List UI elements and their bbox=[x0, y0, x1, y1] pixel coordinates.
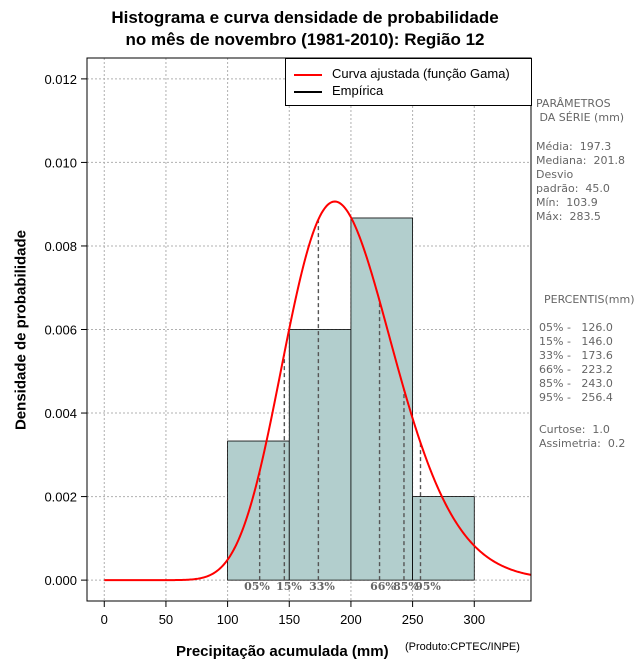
legend-label-curve: Curva ajustada (função Gama) bbox=[332, 66, 510, 81]
x-tick-label: 250 bbox=[402, 612, 424, 627]
histogram-bar bbox=[288, 329, 352, 581]
y-tick-label: 0.004 bbox=[44, 406, 77, 421]
percentile-label: 15% bbox=[276, 580, 302, 593]
x-axis-title: Precipitação acumulada (mm) bbox=[176, 643, 389, 660]
histogram-bar bbox=[350, 217, 413, 581]
percentis-title: PERCENTIS(mm) bbox=[544, 293, 635, 306]
percentile-label: 05% bbox=[244, 580, 270, 593]
chart-title: Histograma e curva densidade de probabil… bbox=[111, 8, 499, 27]
x-tick-label: 50 bbox=[159, 612, 173, 627]
histogram-bar bbox=[227, 440, 290, 581]
histogram-bar bbox=[412, 496, 475, 581]
legend-item-empirical: Empírica bbox=[294, 83, 383, 98]
credit-label: (Produto:CPTEC/INPE) bbox=[405, 641, 520, 653]
x-tick-label: 300 bbox=[463, 612, 485, 627]
params-title: PARÂMETROS DA SÉRIE (mm) bbox=[536, 97, 625, 124]
percentis-values: 05% - 126.0 15% - 146.0 33% - 173.6 66% … bbox=[539, 321, 613, 404]
x-tick-label: 100 bbox=[217, 612, 239, 627]
legend-swatch-empirical bbox=[294, 90, 322, 93]
percentile-label: 33% bbox=[309, 580, 335, 593]
y-tick-label: 0.008 bbox=[44, 239, 77, 254]
legend: Curva ajustada (função Gama) Empírica bbox=[285, 58, 532, 106]
legend-label-empirical: Empírica bbox=[332, 83, 384, 98]
percentile-label: 66% bbox=[370, 580, 396, 593]
legend-swatch-curve bbox=[294, 73, 322, 76]
y-tick-label: 0.002 bbox=[44, 490, 77, 505]
gamma-curve bbox=[104, 200, 531, 582]
params-values: Média: 197.3 Mediana: 201.8 Desvio padrã… bbox=[536, 140, 625, 223]
shape-stats: Curtose: 1.0 Assimetria: 0.2 bbox=[539, 423, 626, 450]
x-tick-label: 0 bbox=[101, 612, 108, 627]
x-tick-label: 150 bbox=[278, 612, 300, 627]
y-tick-label: 0.012 bbox=[44, 72, 77, 87]
y-tick-label: 0.006 bbox=[44, 323, 77, 338]
legend-item-curve: Curva ajustada (função Gama) bbox=[294, 66, 510, 81]
percentile-label: 95% bbox=[415, 580, 441, 593]
y-tick-label: 0.000 bbox=[44, 573, 77, 588]
percentile-label: 85% bbox=[393, 580, 419, 593]
chart-subtitle: no mês de novembro (1981-2010): Região 1… bbox=[125, 30, 485, 49]
y-axis-title: Densidade de probabilidade bbox=[12, 229, 30, 431]
x-tick-label: 200 bbox=[340, 612, 362, 627]
y-tick-label: 0.010 bbox=[44, 155, 77, 170]
